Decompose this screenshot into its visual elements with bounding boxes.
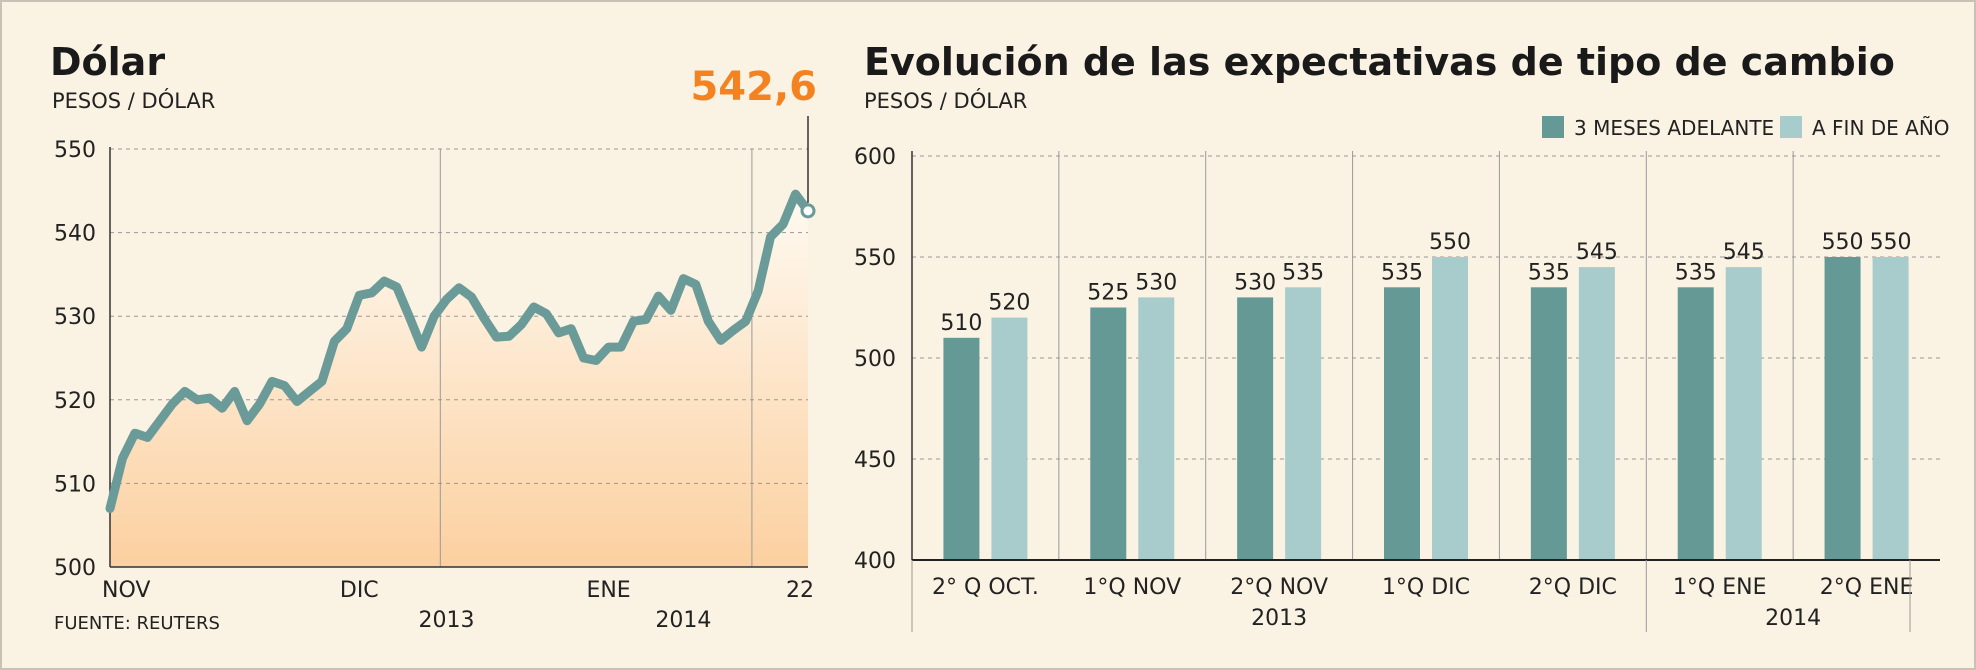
bar-chart-year-label: 2014	[1765, 606, 1821, 631]
bar-3-meses	[1677, 287, 1714, 560]
bar-data-label: 545	[1576, 240, 1618, 265]
line-chart-year-label: 2013	[419, 608, 475, 633]
legend-label-3-meses: 3 MESES ADELANTE	[1574, 116, 1774, 140]
line-chart-series-line	[105, 189, 813, 513]
legend-swatch-fin-de-ano	[1780, 116, 1802, 138]
bar-chart-category-label: 1°Q DIC	[1382, 575, 1470, 600]
bar-chart-category-label: 2°Q ENE	[1820, 575, 1914, 600]
bar-data-label: 530	[1234, 270, 1276, 295]
bar-chart-category-label: 1°Q ENE	[1673, 575, 1767, 600]
bar-data-label: 535	[1282, 260, 1324, 285]
line-chart-y-tick: 530	[54, 305, 96, 330]
line-chart-y-tick: 520	[54, 389, 96, 414]
bar-fin-de-ano	[1138, 297, 1175, 560]
bar-fin-de-ano	[991, 317, 1028, 560]
line-chart-y-tick: 510	[54, 472, 96, 497]
bar-data-label: 525	[1087, 281, 1129, 306]
line-chart-y-tick: 500	[54, 556, 96, 581]
bar-fin-de-ano	[1578, 267, 1615, 560]
line-chart-x-tick: 22	[786, 578, 814, 603]
line-chart-area	[110, 194, 808, 567]
line-chart-subtitle: PESOS / DÓLAR	[52, 88, 215, 113]
bar-chart-legend: 3 MESES ADELANTE A FIN DE AÑO	[1542, 116, 1950, 140]
line-chart-callout-value: 542,6	[690, 64, 817, 110]
bar-3-meses	[1384, 287, 1420, 560]
bar-3-meses	[1237, 297, 1274, 560]
bar-data-label: 535	[1528, 260, 1570, 285]
bar-fin-de-ano	[1432, 257, 1468, 560]
bar-data-label: 510	[940, 311, 982, 336]
bar-fin-de-ano	[1725, 267, 1762, 560]
bar-chart-year-label: 2013	[1251, 606, 1307, 631]
bar-chart-subtitle: PESOS / DÓLAR	[864, 88, 1027, 113]
bar-chart-y-tick: 600	[854, 145, 896, 170]
line-chart-title: Dólar	[50, 40, 165, 84]
bar-data-label: 535	[1381, 260, 1423, 285]
line-chart-end-point	[800, 203, 816, 219]
bar-data-label: 535	[1675, 260, 1717, 285]
bar-chart-y-tick: 500	[854, 347, 896, 372]
bar-data-label: 520	[988, 291, 1030, 316]
bar-chart-category-label: 2°Q NOV	[1230, 575, 1328, 600]
line-chart-x-tick: DIC	[340, 578, 379, 603]
bar-chart-y-tick: 450	[854, 448, 896, 473]
bar-3-meses	[1824, 257, 1861, 560]
line-chart-source: FUENTE: REUTERS	[54, 613, 220, 634]
bar-3-meses	[943, 337, 980, 560]
line-chart-y-tick: 550	[54, 138, 96, 163]
bar-fin-de-ano	[1285, 287, 1322, 560]
bar-chart-title: Evolución de las expectativas de tipo de…	[864, 40, 1895, 84]
bar-chart-category-label: 1°Q NOV	[1083, 575, 1181, 600]
bar-chart-category-label: 2°Q DIC	[1529, 575, 1617, 600]
bar-chart-y-tick: 400	[854, 549, 896, 574]
line-chart-year-label: 2014	[655, 608, 711, 633]
bar-data-label: 545	[1723, 240, 1765, 265]
line-chart-y-tick: 540	[54, 222, 96, 247]
bar-chart-category-label: 2° Q OCT.	[932, 575, 1039, 600]
bar-3-meses	[1090, 307, 1127, 560]
bar-chart-y-tick: 550	[854, 246, 896, 271]
bar-data-label: 530	[1135, 270, 1177, 295]
bar-3-meses	[1530, 287, 1567, 560]
bar-data-label: 550	[1429, 230, 1471, 255]
legend-label-fin-de-ano: A FIN DE AÑO	[1812, 116, 1950, 140]
bar-data-label: 550	[1822, 230, 1864, 255]
bar-data-label: 550	[1870, 230, 1912, 255]
legend-swatch-3-meses	[1542, 116, 1564, 138]
line-chart: 550 540 530 520 510 500 542,6 NOV DIC ENE 22 2013 20…	[54, 64, 817, 633]
line-chart-x-tick: NOV	[102, 578, 150, 603]
line-chart-x-tick: ENE	[586, 578, 630, 603]
bar-fin-de-ano	[1872, 257, 1909, 560]
